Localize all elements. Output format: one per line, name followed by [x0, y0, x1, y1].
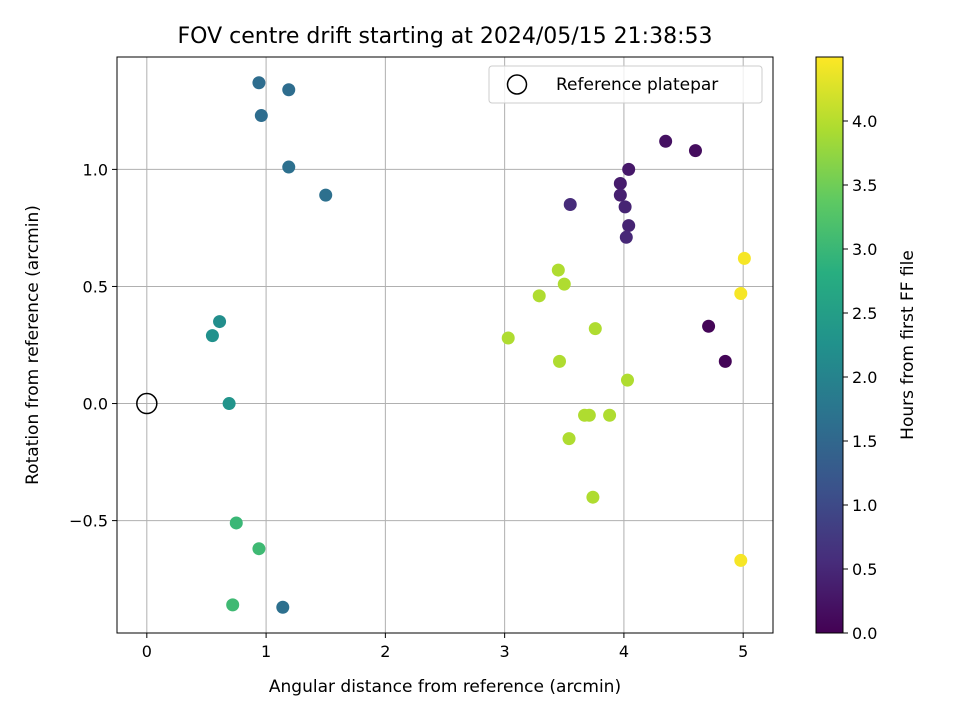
x-tick-label: 5 [738, 642, 748, 661]
colorbar-tick-label: 0.0 [852, 624, 877, 643]
data-point [688, 144, 702, 158]
x-ticks: 0 1 2 3 4 5 [142, 633, 748, 661]
data-point [229, 516, 243, 530]
data-point [213, 315, 227, 329]
colorbar-tick-label: 4.0 [852, 112, 877, 131]
colorbar: 0.0 0.5 1.0 1.5 2.0 2.5 3.0 3.5 4.0 Hours from f… [815, 56, 918, 643]
x-tick-label: 3 [500, 642, 510, 661]
data-point [557, 277, 571, 291]
x-axis-title: Angular distance from reference (arcmin) [269, 677, 621, 697]
data-point [702, 319, 716, 333]
y-axis-title: Rotation from reference (arcmin) [23, 205, 43, 485]
data-point [588, 322, 602, 336]
plot-frame [116, 56, 774, 634]
data-point [619, 230, 633, 244]
y-ticks: −0.5 0.0 0.5 1.0 [69, 160, 117, 531]
y-tick-label: −0.5 [69, 512, 108, 531]
reference-point [136, 392, 158, 415]
data-point [718, 354, 732, 368]
data-point [222, 397, 236, 411]
data-point [613, 176, 627, 190]
data-point [532, 289, 546, 303]
data-point [282, 83, 296, 97]
colorbar-gradient [815, 56, 844, 634]
data-point [553, 354, 567, 368]
data-point [613, 188, 627, 202]
data-point [737, 251, 751, 265]
data-point [205, 329, 219, 343]
data-point [282, 160, 296, 174]
grid-lines [117, 57, 773, 633]
colorbar-tick-label: 3.0 [852, 240, 877, 259]
data-point [734, 286, 748, 300]
x-tick-label: 4 [619, 642, 629, 661]
data-point [252, 542, 266, 556]
colorbar-tick-label: 1.0 [852, 496, 877, 515]
data-point [603, 408, 617, 422]
data-point [319, 188, 333, 202]
data-point [226, 598, 240, 612]
y-tick-label: 0.5 [83, 277, 108, 296]
colorbar-ticks: 0.0 0.5 1.0 1.5 2.0 2.5 3.0 3.5 4.0 [843, 112, 877, 643]
legend: Reference platepar [488, 65, 763, 104]
data-point [562, 432, 576, 446]
data-point [622, 162, 636, 176]
x-tick-label: 2 [380, 642, 390, 661]
data-point [622, 219, 636, 233]
colorbar-label: Hours from first FF file [898, 250, 918, 440]
y-tick-label: 0.0 [83, 395, 108, 414]
data-point [276, 600, 290, 614]
x-tick-label: 0 [142, 642, 152, 661]
y-tick-label: 1.0 [83, 160, 108, 179]
data-point [551, 263, 565, 277]
data-point [563, 198, 577, 212]
colorbar-tick-label: 2.5 [852, 304, 877, 323]
data-point [620, 373, 634, 387]
colorbar-tick-label: 0.5 [852, 560, 877, 579]
data-point [252, 76, 266, 90]
data-point [586, 490, 600, 504]
data-point [659, 134, 673, 148]
data-point [618, 200, 632, 214]
data-point [582, 408, 596, 422]
x-tick-label: 1 [261, 642, 271, 661]
colorbar-tick-label: 2.0 [852, 368, 877, 387]
colorbar-tick-label: 1.5 [852, 432, 877, 451]
data-point [501, 331, 515, 345]
legend-label: Reference platepar [556, 75, 718, 95]
legend-marker [506, 74, 528, 95]
data-point [254, 109, 268, 123]
legend-box [488, 65, 763, 104]
chart-title: FOV centre drift starting at 2024/05/15 … [178, 24, 713, 49]
scatter-points [136, 76, 751, 614]
colorbar-tick-label: 3.5 [852, 176, 877, 195]
data-point [734, 553, 748, 567]
